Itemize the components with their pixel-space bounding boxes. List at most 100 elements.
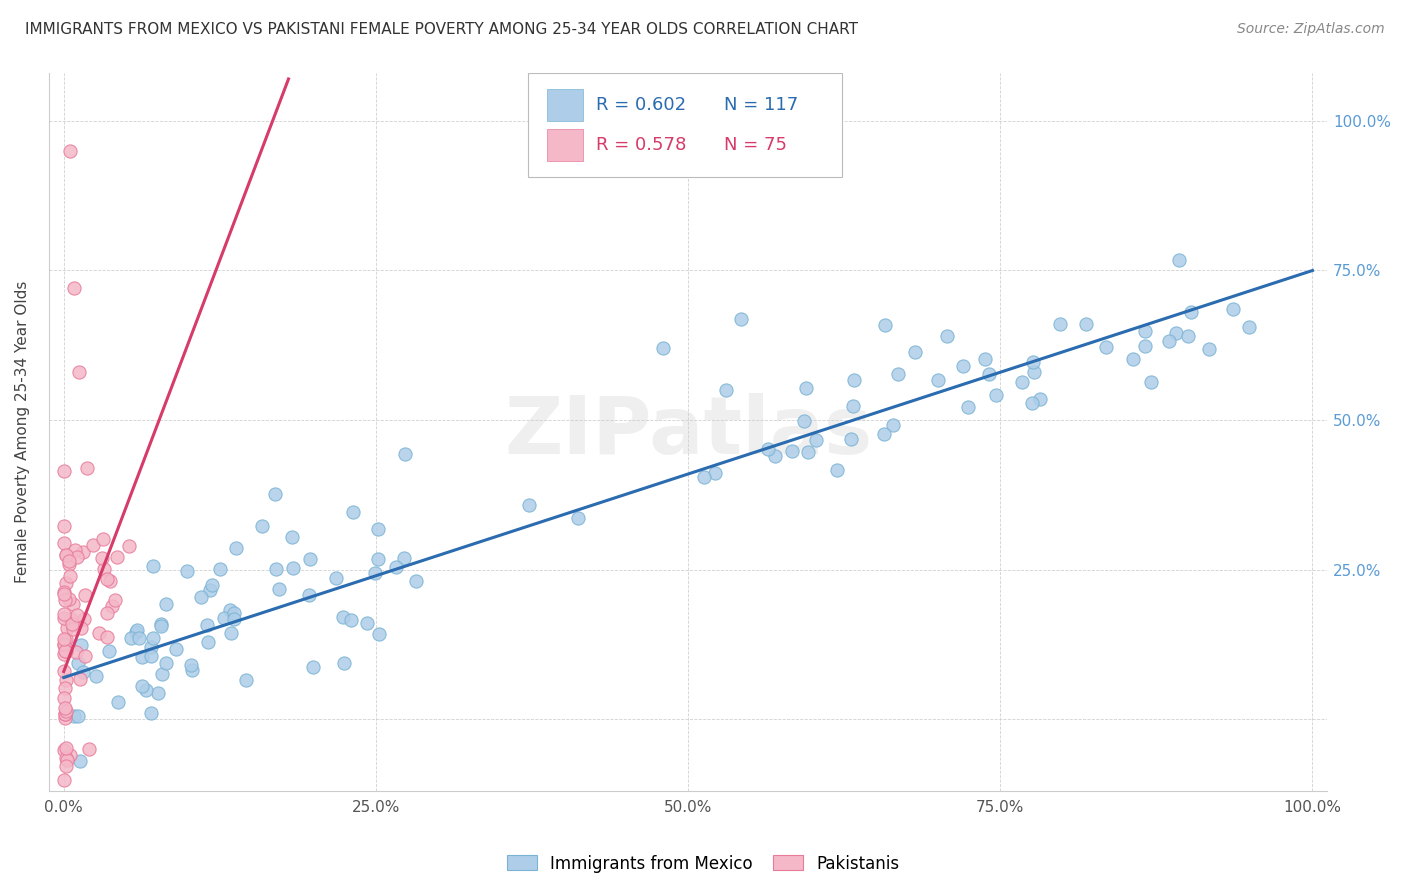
Point [1024, 365, 1046, 379]
Point [70, 621, 93, 635]
Point [55, 592, 77, 607]
Point [756, 442, 779, 457]
Point [53, 808, 76, 822]
Point [53, 691, 76, 706]
Point [165, 642, 187, 657]
Point [66, 608, 89, 623]
Point [302, 660, 325, 674]
Point [101, 599, 124, 613]
Point [100, 574, 122, 588]
Point [67, 365, 90, 379]
Point [52, 585, 75, 599]
Point [55, 632, 77, 646]
Point [67, 656, 90, 670]
Point [793, 414, 815, 428]
Point [1222, 302, 1244, 317]
Text: N = 75: N = 75 [724, 136, 787, 153]
Point [52, 632, 75, 647]
Point [55, 759, 77, 773]
Point [55, 548, 77, 562]
Point [342, 505, 364, 519]
Point [60, 617, 83, 632]
Point [984, 388, 1007, 402]
Point [567, 511, 589, 525]
Text: ZIPatlas: ZIPatlas [503, 393, 872, 471]
Point [281, 530, 304, 544]
Point [75, 649, 97, 664]
Point [1021, 396, 1043, 410]
Point [222, 612, 245, 626]
Point [1180, 305, 1202, 319]
Text: Source: ZipAtlas.com: Source: ZipAtlas.com [1237, 22, 1385, 37]
Point [55, 701, 77, 715]
Point [333, 656, 356, 670]
Point [974, 351, 997, 366]
Point [55, 548, 77, 562]
Point [844, 373, 866, 387]
Point [405, 574, 427, 588]
Point [53, 638, 76, 652]
Point [652, 341, 675, 355]
Point [1177, 329, 1199, 343]
Point [55, 740, 77, 755]
Bar [547, 89, 583, 121]
Point [69, 638, 91, 652]
FancyBboxPatch shape [529, 73, 842, 178]
Point [66, 549, 89, 564]
Point [1122, 351, 1144, 366]
Point [150, 666, 173, 681]
Point [96, 606, 118, 620]
Point [1159, 334, 1181, 349]
Point [63, 543, 86, 558]
Point [135, 682, 157, 697]
Point [927, 373, 949, 387]
Point [72, 545, 94, 559]
Point [127, 624, 149, 638]
Point [131, 650, 153, 665]
Point [340, 613, 363, 627]
Point [62, 622, 84, 636]
Point [704, 467, 727, 481]
Point [52, 611, 75, 625]
Point [58, 557, 80, 571]
Point [56, 807, 79, 822]
Point [142, 558, 165, 573]
Point [90, 550, 112, 565]
Point [82, 538, 104, 552]
Point [59, 568, 82, 582]
Point [62, 598, 84, 612]
Point [55, 673, 77, 687]
Point [957, 401, 980, 415]
Point [73, 612, 96, 626]
Point [53, 519, 76, 533]
Point [693, 470, 716, 484]
Point [53, 664, 76, 678]
Point [873, 427, 896, 442]
Point [53, 607, 76, 621]
Point [208, 562, 231, 576]
Point [84, 669, 107, 683]
Point [356, 615, 378, 630]
Point [519, 498, 541, 512]
Point [96, 630, 118, 644]
Point [1133, 324, 1156, 338]
Point [120, 632, 142, 646]
Point [53, 707, 76, 722]
Point [394, 551, 416, 566]
Point [91, 532, 114, 546]
Point [180, 663, 202, 677]
Point [67, 709, 90, 723]
Legend: Immigrants from Mexico, Pakistanis: Immigrants from Mexico, Pakistanis [501, 848, 905, 880]
Point [1049, 318, 1071, 332]
Point [58, 554, 80, 568]
Point [59, 748, 82, 763]
Point [212, 611, 235, 625]
Point [197, 635, 219, 649]
Point [105, 549, 128, 564]
Point [131, 679, 153, 693]
Point [107, 696, 129, 710]
Point [887, 368, 910, 382]
Point [58, 592, 80, 607]
Point [977, 367, 1000, 381]
Point [75, 588, 97, 602]
